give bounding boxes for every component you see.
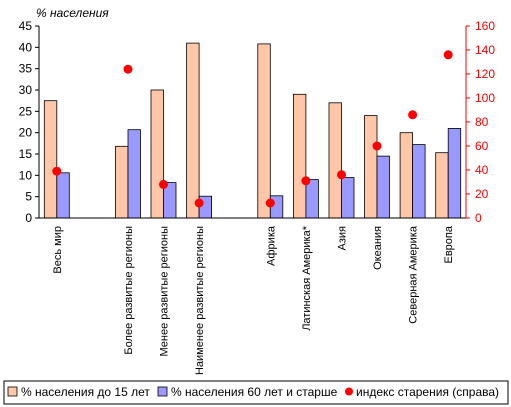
point-aging-index bbox=[372, 141, 382, 151]
left-tick-label: 40 bbox=[19, 40, 33, 54]
right-tick-label: 0 bbox=[475, 211, 482, 225]
category-label: Северная Америка bbox=[408, 225, 420, 324]
category-label: Весь мир bbox=[52, 226, 64, 274]
y-axis-label: % населения bbox=[36, 6, 109, 20]
category-labels: Весь мир Более развитые регионы Менее разв… bbox=[52, 225, 455, 375]
bar-over60 bbox=[341, 177, 355, 219]
right-tick-label: 120 bbox=[475, 67, 495, 81]
bar-under15 bbox=[257, 43, 271, 219]
point-aging-index bbox=[408, 110, 418, 120]
category-label: Африка bbox=[265, 225, 277, 266]
left-tick-label: 15 bbox=[19, 147, 33, 161]
point-aging-index bbox=[337, 170, 346, 180]
legend-swatch-under15 bbox=[7, 386, 18, 397]
left-tick-label: 30 bbox=[19, 83, 33, 97]
left-tick-label: 45 bbox=[19, 19, 33, 33]
right-tick-label: 60 bbox=[475, 139, 489, 153]
bar-under15 bbox=[328, 102, 342, 219]
left-tick-label: 20 bbox=[19, 126, 33, 140]
left-tick-label: 5 bbox=[25, 190, 32, 204]
point-aging-index bbox=[52, 166, 62, 176]
left-tick-label: 25 bbox=[19, 104, 33, 118]
left-axis-ticks: 0 5 10 15 20 25 30 35 40 45 bbox=[19, 19, 39, 225]
bar-under15 bbox=[115, 145, 129, 219]
bar-over60 bbox=[305, 179, 319, 219]
right-tick-label: 140 bbox=[475, 43, 495, 57]
category-label: Наименее развитые регионы bbox=[194, 226, 206, 375]
bar-under15 bbox=[435, 152, 449, 219]
legend-label-over60: % населения 60 лет и старше bbox=[171, 385, 338, 399]
point-aging-index bbox=[301, 176, 311, 186]
bar-under15 bbox=[150, 89, 164, 219]
left-tick-label: 35 bbox=[19, 62, 33, 76]
legend-label-under15: % населения до 15 лет bbox=[21, 385, 150, 399]
bar-over60 bbox=[412, 144, 426, 219]
bar-under15 bbox=[292, 93, 307, 219]
bar-over60 bbox=[376, 155, 390, 219]
category-label: Океания bbox=[372, 226, 384, 270]
point-aging-index bbox=[443, 50, 453, 60]
legend: % населения до 15 лет % населения 60 лет… bbox=[3, 380, 509, 405]
bar-over60 bbox=[56, 172, 70, 219]
right-tick-label: 160 bbox=[475, 19, 495, 33]
right-tick-label: 20 bbox=[475, 187, 489, 201]
bar-over60 bbox=[447, 127, 462, 219]
category-label: Более развитые регионы bbox=[123, 226, 135, 355]
category-label: Европа bbox=[443, 225, 455, 263]
category-label: Азия bbox=[337, 226, 349, 251]
category-label: Менее развитые регионы bbox=[159, 226, 171, 357]
bar-under15 bbox=[399, 132, 414, 219]
bar-under15 bbox=[186, 42, 200, 219]
category-label: Латинская Америка* bbox=[301, 225, 313, 330]
points-layer bbox=[52, 50, 453, 208]
right-axis-ticks: 0 20 40 60 80 100 120 140 160 bbox=[466, 19, 495, 225]
right-tick-label: 100 bbox=[475, 91, 495, 105]
point-aging-index bbox=[265, 198, 275, 208]
point-aging-index bbox=[194, 198, 204, 208]
bar-under15 bbox=[43, 100, 58, 219]
legend-label-aging-index: индекс старения (справа) bbox=[356, 385, 499, 399]
legend-swatch-over60 bbox=[157, 386, 168, 397]
bar-over60 bbox=[127, 129, 141, 219]
point-aging-index bbox=[159, 179, 168, 189]
legend-frame bbox=[3, 380, 509, 405]
left-tick-label: 0 bbox=[25, 211, 32, 225]
bar-under15 bbox=[364, 115, 378, 219]
left-tick-label: 10 bbox=[19, 168, 33, 182]
point-aging-index bbox=[123, 64, 133, 74]
right-tick-label: 80 bbox=[475, 115, 489, 129]
right-tick-label: 40 bbox=[475, 163, 489, 177]
legend-marker-aging-index bbox=[345, 387, 353, 396]
